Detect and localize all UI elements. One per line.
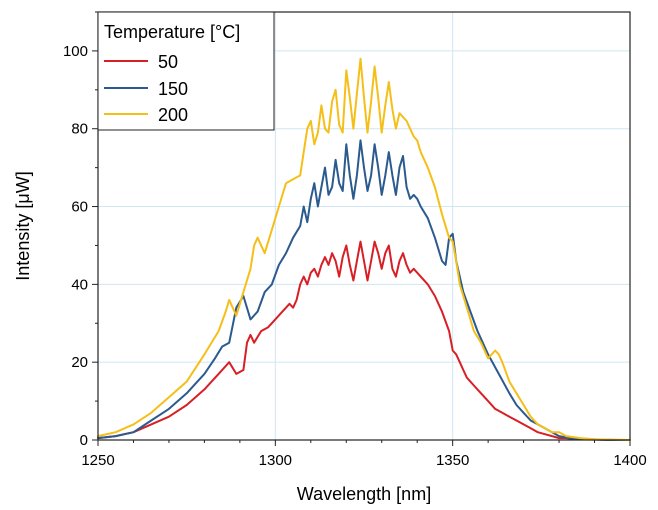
series-line-150 (97, 139, 631, 441)
x-tick-label: 1250 (81, 452, 114, 469)
x-tick-label: 1300 (259, 452, 292, 469)
legend-box (97, 11, 275, 131)
x-axis-title: Wavelength [nm] (297, 484, 431, 504)
y-tick-label: 20 (71, 354, 88, 371)
legend-label-50: 50 (158, 52, 178, 72)
y-tick-label: 80 (71, 121, 88, 138)
y-axis-title: Intensity [μW] (13, 171, 33, 280)
x-tick-label: 1350 (436, 452, 469, 469)
series-lines (97, 57, 631, 441)
legend: Temperature [°C] 50 150 200 (97, 11, 275, 131)
series-line-200 (97, 57, 631, 441)
y-tick-label: 100 (63, 43, 88, 60)
legend-label-150: 150 (158, 79, 188, 99)
y-tick-label: 40 (71, 276, 88, 293)
series-line-50 (97, 240, 631, 441)
axes: 1250 1300 1350 1400 0 20 40 60 80 100 (63, 11, 647, 469)
legend-title: Temperature [°C] (104, 22, 240, 42)
x-tick-label: 1400 (613, 452, 646, 469)
y-tick-label: 0 (80, 432, 88, 449)
plot-frame (97, 11, 631, 441)
y-tick-label: 60 (71, 199, 88, 216)
legend-label-200: 200 (158, 105, 188, 125)
